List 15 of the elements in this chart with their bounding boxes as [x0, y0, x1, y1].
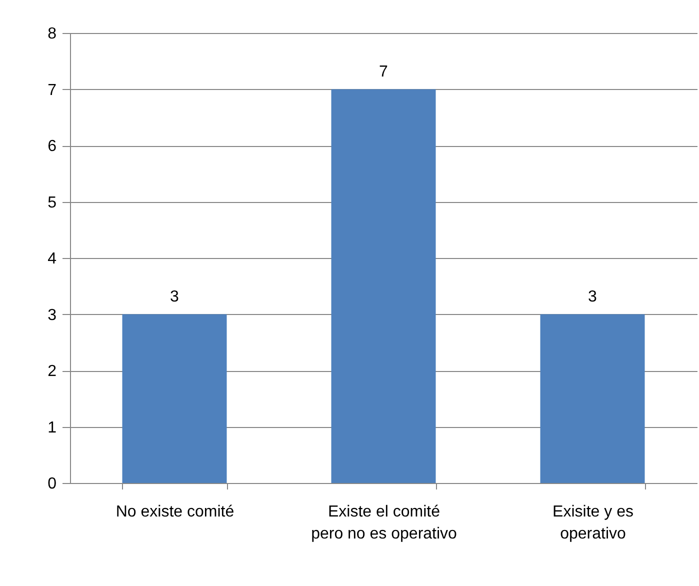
y-tick-label: 3	[48, 306, 57, 324]
y-tick-label: 2	[48, 363, 57, 380]
data-label: 3	[588, 288, 598, 306]
y-tick-label: 4	[48, 250, 57, 268]
y-tick-label: 5	[48, 194, 57, 212]
y-tick-label: 1	[48, 419, 57, 436]
y-tick-label: 7	[48, 82, 57, 99]
x-tick-label: Exisite y es operativo	[552, 504, 634, 542]
y-tick-label: 8	[48, 26, 57, 42]
y-tick-label: 0	[48, 476, 57, 492]
data-label: 3	[170, 288, 180, 306]
x-tick-label: Existe el comité pero no es operativo	[311, 504, 458, 542]
data-label: 7	[379, 63, 388, 80]
x-tick-label: No existe comité	[116, 504, 234, 520]
y-tick-label: 6	[48, 138, 57, 155]
